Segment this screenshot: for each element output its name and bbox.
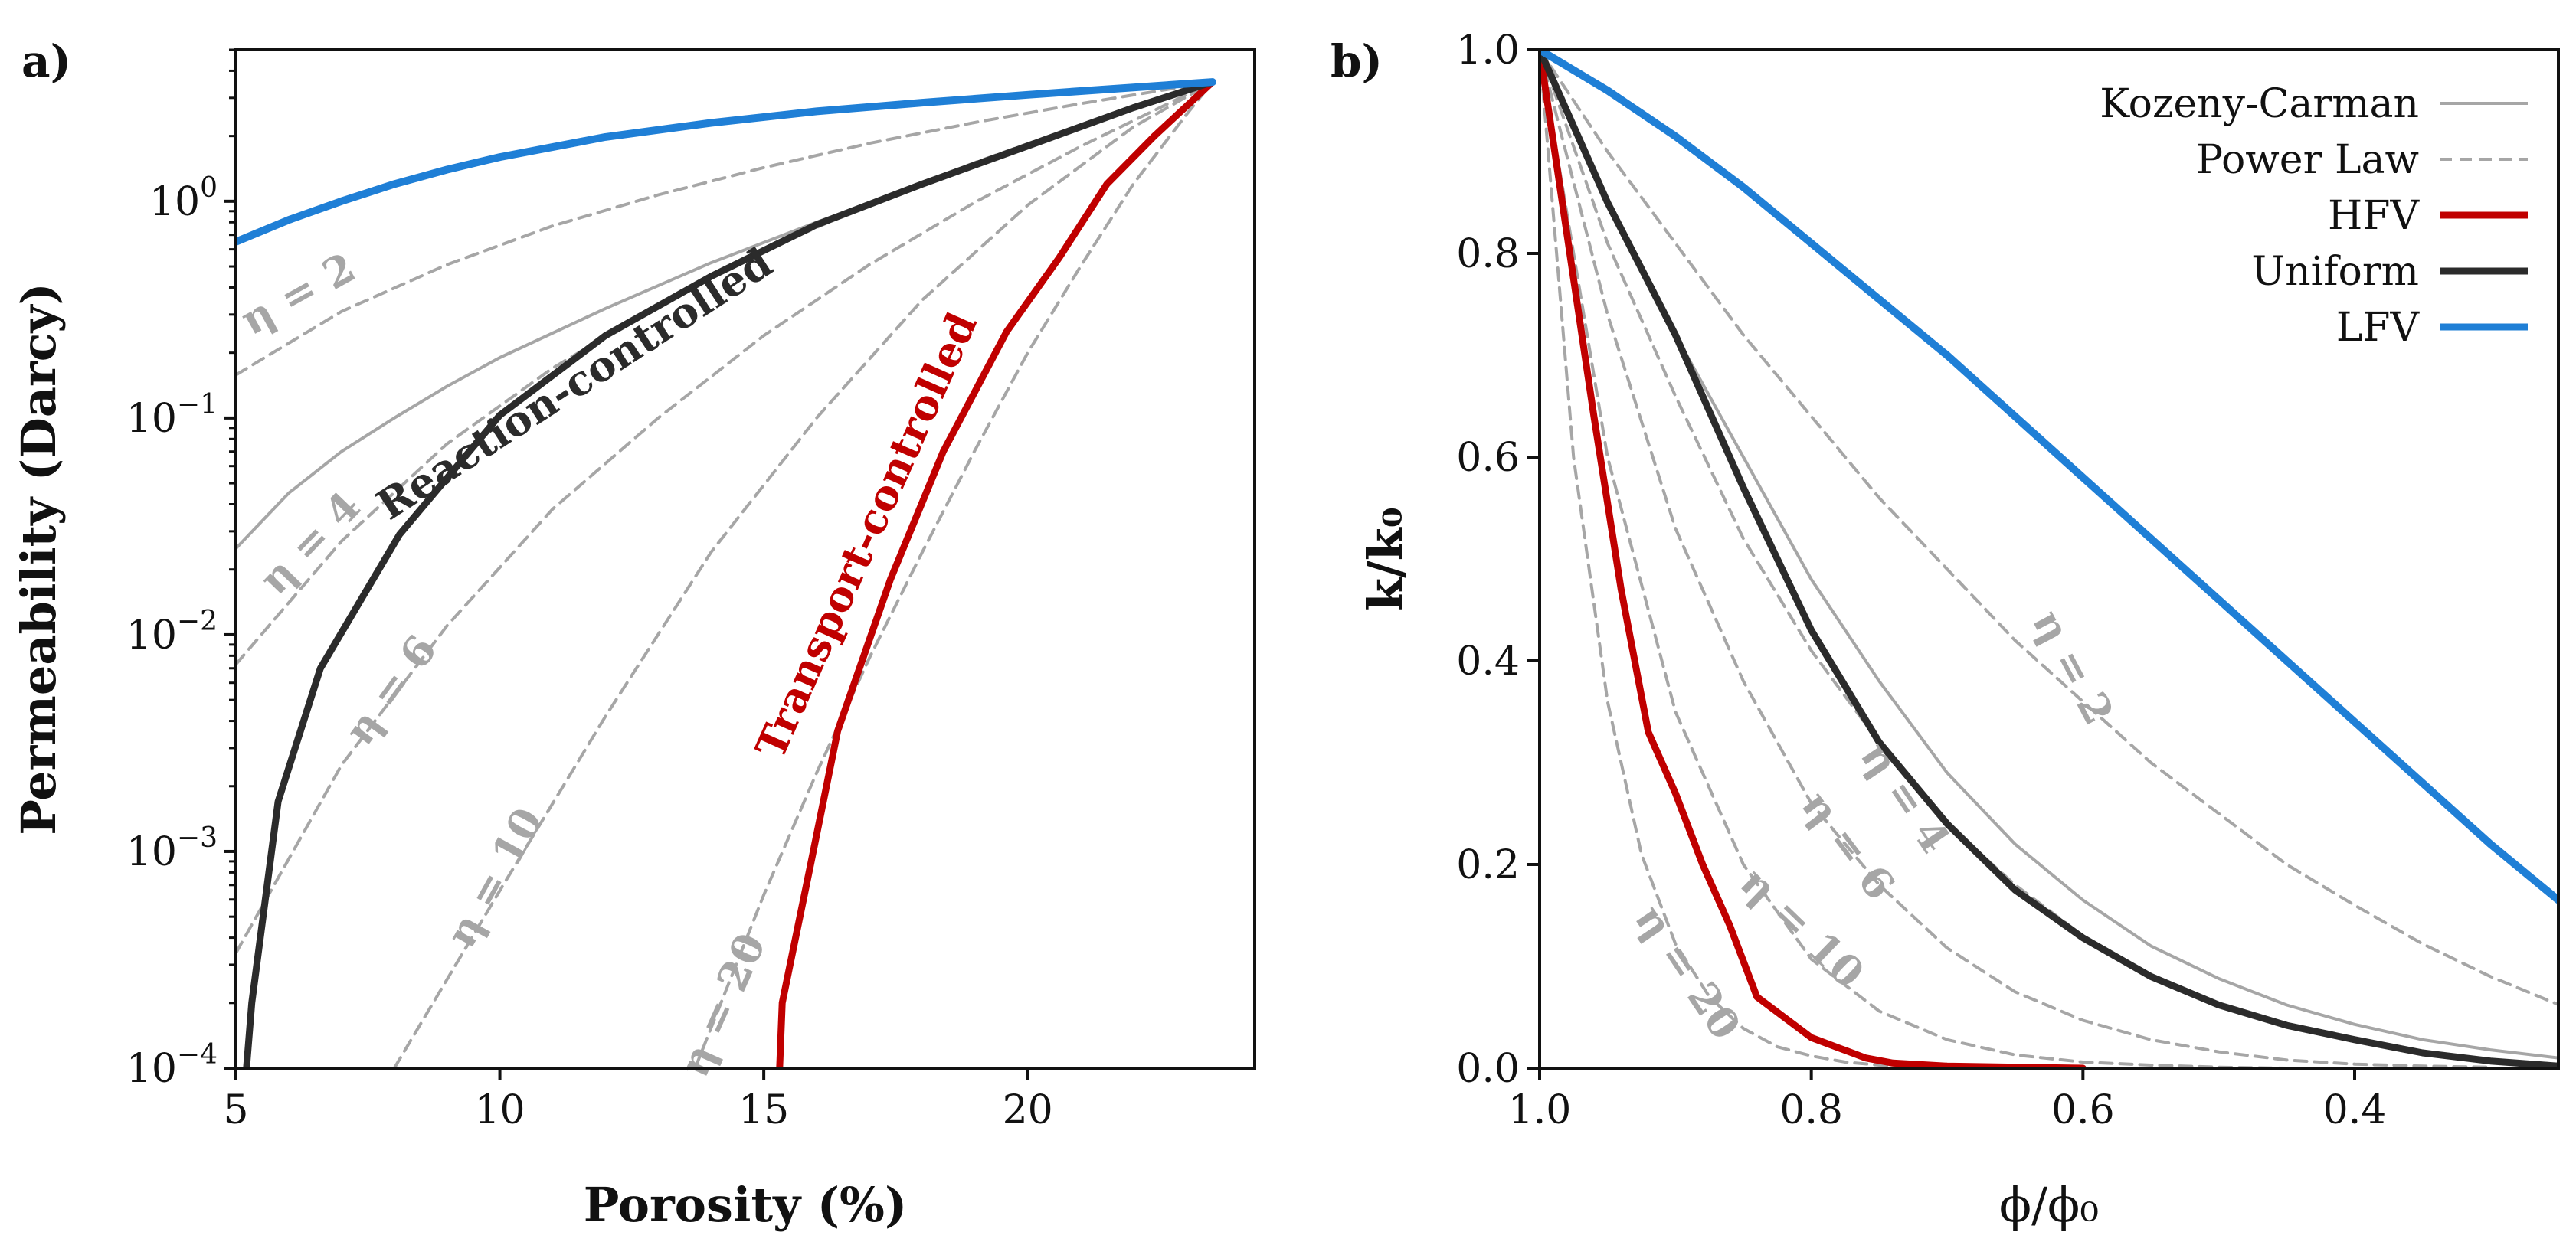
panel-a-annotation: Transport-controlled [745,306,987,766]
panel-b-annotations: η = 2η = 4η = 6η = 10η = 20 [1625,602,2123,1048]
panel-a-frame [234,48,1256,1070]
panel-b-letter: b) [1331,35,1383,87]
panel-b-uniform-line [1540,50,2558,1068]
panel-b-power-law-eta-6-line [1540,50,2493,1068]
panel-b-x-tick-label: 1.0 [1508,1087,1572,1133]
panel-a-power-law-eta-20-line [693,80,1214,1068]
panel-a-hfv-line [776,78,1216,1068]
panel-a-x-ticks: 5 10 15 20 [223,1068,1053,1133]
panel-b-lfv-line [1540,50,2558,904]
legend-label-pl: Power Law [2196,137,2419,183]
panel-a-x-axis-title: Porosity (%) [584,1177,908,1233]
legend-label-uniform: Uniform [2251,249,2419,295]
panel-b-x-tick-label: 0.6 [2051,1087,2115,1133]
panel-b-y-tick-label: 1.0 [1456,28,1520,74]
panel-a-y-ticks: 100 10−1 10−2 10−3 10−4 [126,48,236,1092]
panel-a-annotation: η = 20 [669,926,775,1083]
panel-a-power-law-eta-6-line [236,80,1214,955]
panel-a-y-tick-label: 10−1 [126,389,218,442]
panel-b-power-law-eta-2-line [1540,50,2558,1006]
panel-b-series [1540,50,2558,1068]
panel-b-y-tick-label: 0.0 [1456,1046,1520,1092]
panel-b-y-tick-label: 0.6 [1456,435,1520,481]
panel-a-annotations: η = 2 η = 4 η = 6 η = 10 η = 20 Reaction-cont… [232,238,986,1084]
panel-a-power-law-eta-4-line [236,80,1214,666]
panel-a-annotation: η = 10 [437,799,553,956]
panel-a-annotation: Reaction-controlled [368,238,781,530]
panel-b-y-tick-label: 0.2 [1456,842,1520,888]
panel-b-x-tick-label: 0.4 [2323,1087,2387,1133]
legend-label-lfv: LFV [2336,305,2421,351]
panel-a-annotation: η = 2 [232,243,363,345]
panel-a-y-axis-title: Permeability (Darcy) [11,283,67,835]
panel-b-annotation: η = 2 [2023,602,2123,733]
panel-b-x-axis-title: ϕ/ϕ₀ [1999,1177,2099,1233]
panel-b-annotation: η = 20 [1625,896,1750,1048]
panel-a-x-tick-label: 20 [1003,1087,1053,1133]
panel-b-kc-line [1540,50,2558,1060]
panel-b-x-ticks: 1.0 0.8 0.6 0.4 [1508,1068,2387,1133]
panel-a-chart: a) η = 2 η = 4 η = 6 η = 10 η = 20 Reaction-c… [11,35,1256,1233]
panel-b-hfv-line [1540,50,2087,1068]
panel-b-y-axis-title: k/k₀ [1357,507,1413,611]
panel-a-y-tick-label: 10−4 [126,1039,218,1092]
panel-a-y-tick-label: 10−2 [126,606,218,659]
panel-a-uniform-line [243,78,1216,1068]
panel-a-annotation: η = 6 [335,626,447,753]
panel-b-x-tick-label: 0.8 [1779,1087,1843,1133]
panel-b-y-tick-label: 0.4 [1456,639,1520,685]
panel-b-y-ticks: 0.0 0.2 0.4 0.6 0.8 1.0 [1456,28,1540,1092]
panel-a-power-law-eta-2-line [236,80,1214,377]
panel-b-y-tick-label: 0.8 [1456,231,1520,277]
panel-a-power-law-eta-10-line [392,80,1214,1068]
panel-a-annotation: η = 4 [250,482,370,603]
panel-b-frame [1538,48,2560,1070]
panel-a-x-tick-label: 5 [223,1087,248,1133]
panel-b-chart: b) η = 2η = 4η = 6η = 10η = 20 1.0 0.8 0.6… [1331,28,2560,1233]
panel-a-letter: a) [21,35,71,87]
panel-b-legend: Kozeny-Carman Power Law HFV Uniform LFV [2100,81,2528,351]
legend-label-hfv: HFV [2328,193,2420,239]
panel-a-x-tick-label: 15 [738,1087,789,1133]
legend-label-kc: Kozeny-Carman [2100,81,2419,127]
panel-a-y-tick-label: 10−3 [126,822,218,875]
panel-a-series [236,78,1216,1068]
panel-a-x-tick-label: 10 [474,1087,525,1133]
panel-a-y-tick-label: 100 [149,172,218,225]
panel-a-lfv-line [236,78,1216,246]
